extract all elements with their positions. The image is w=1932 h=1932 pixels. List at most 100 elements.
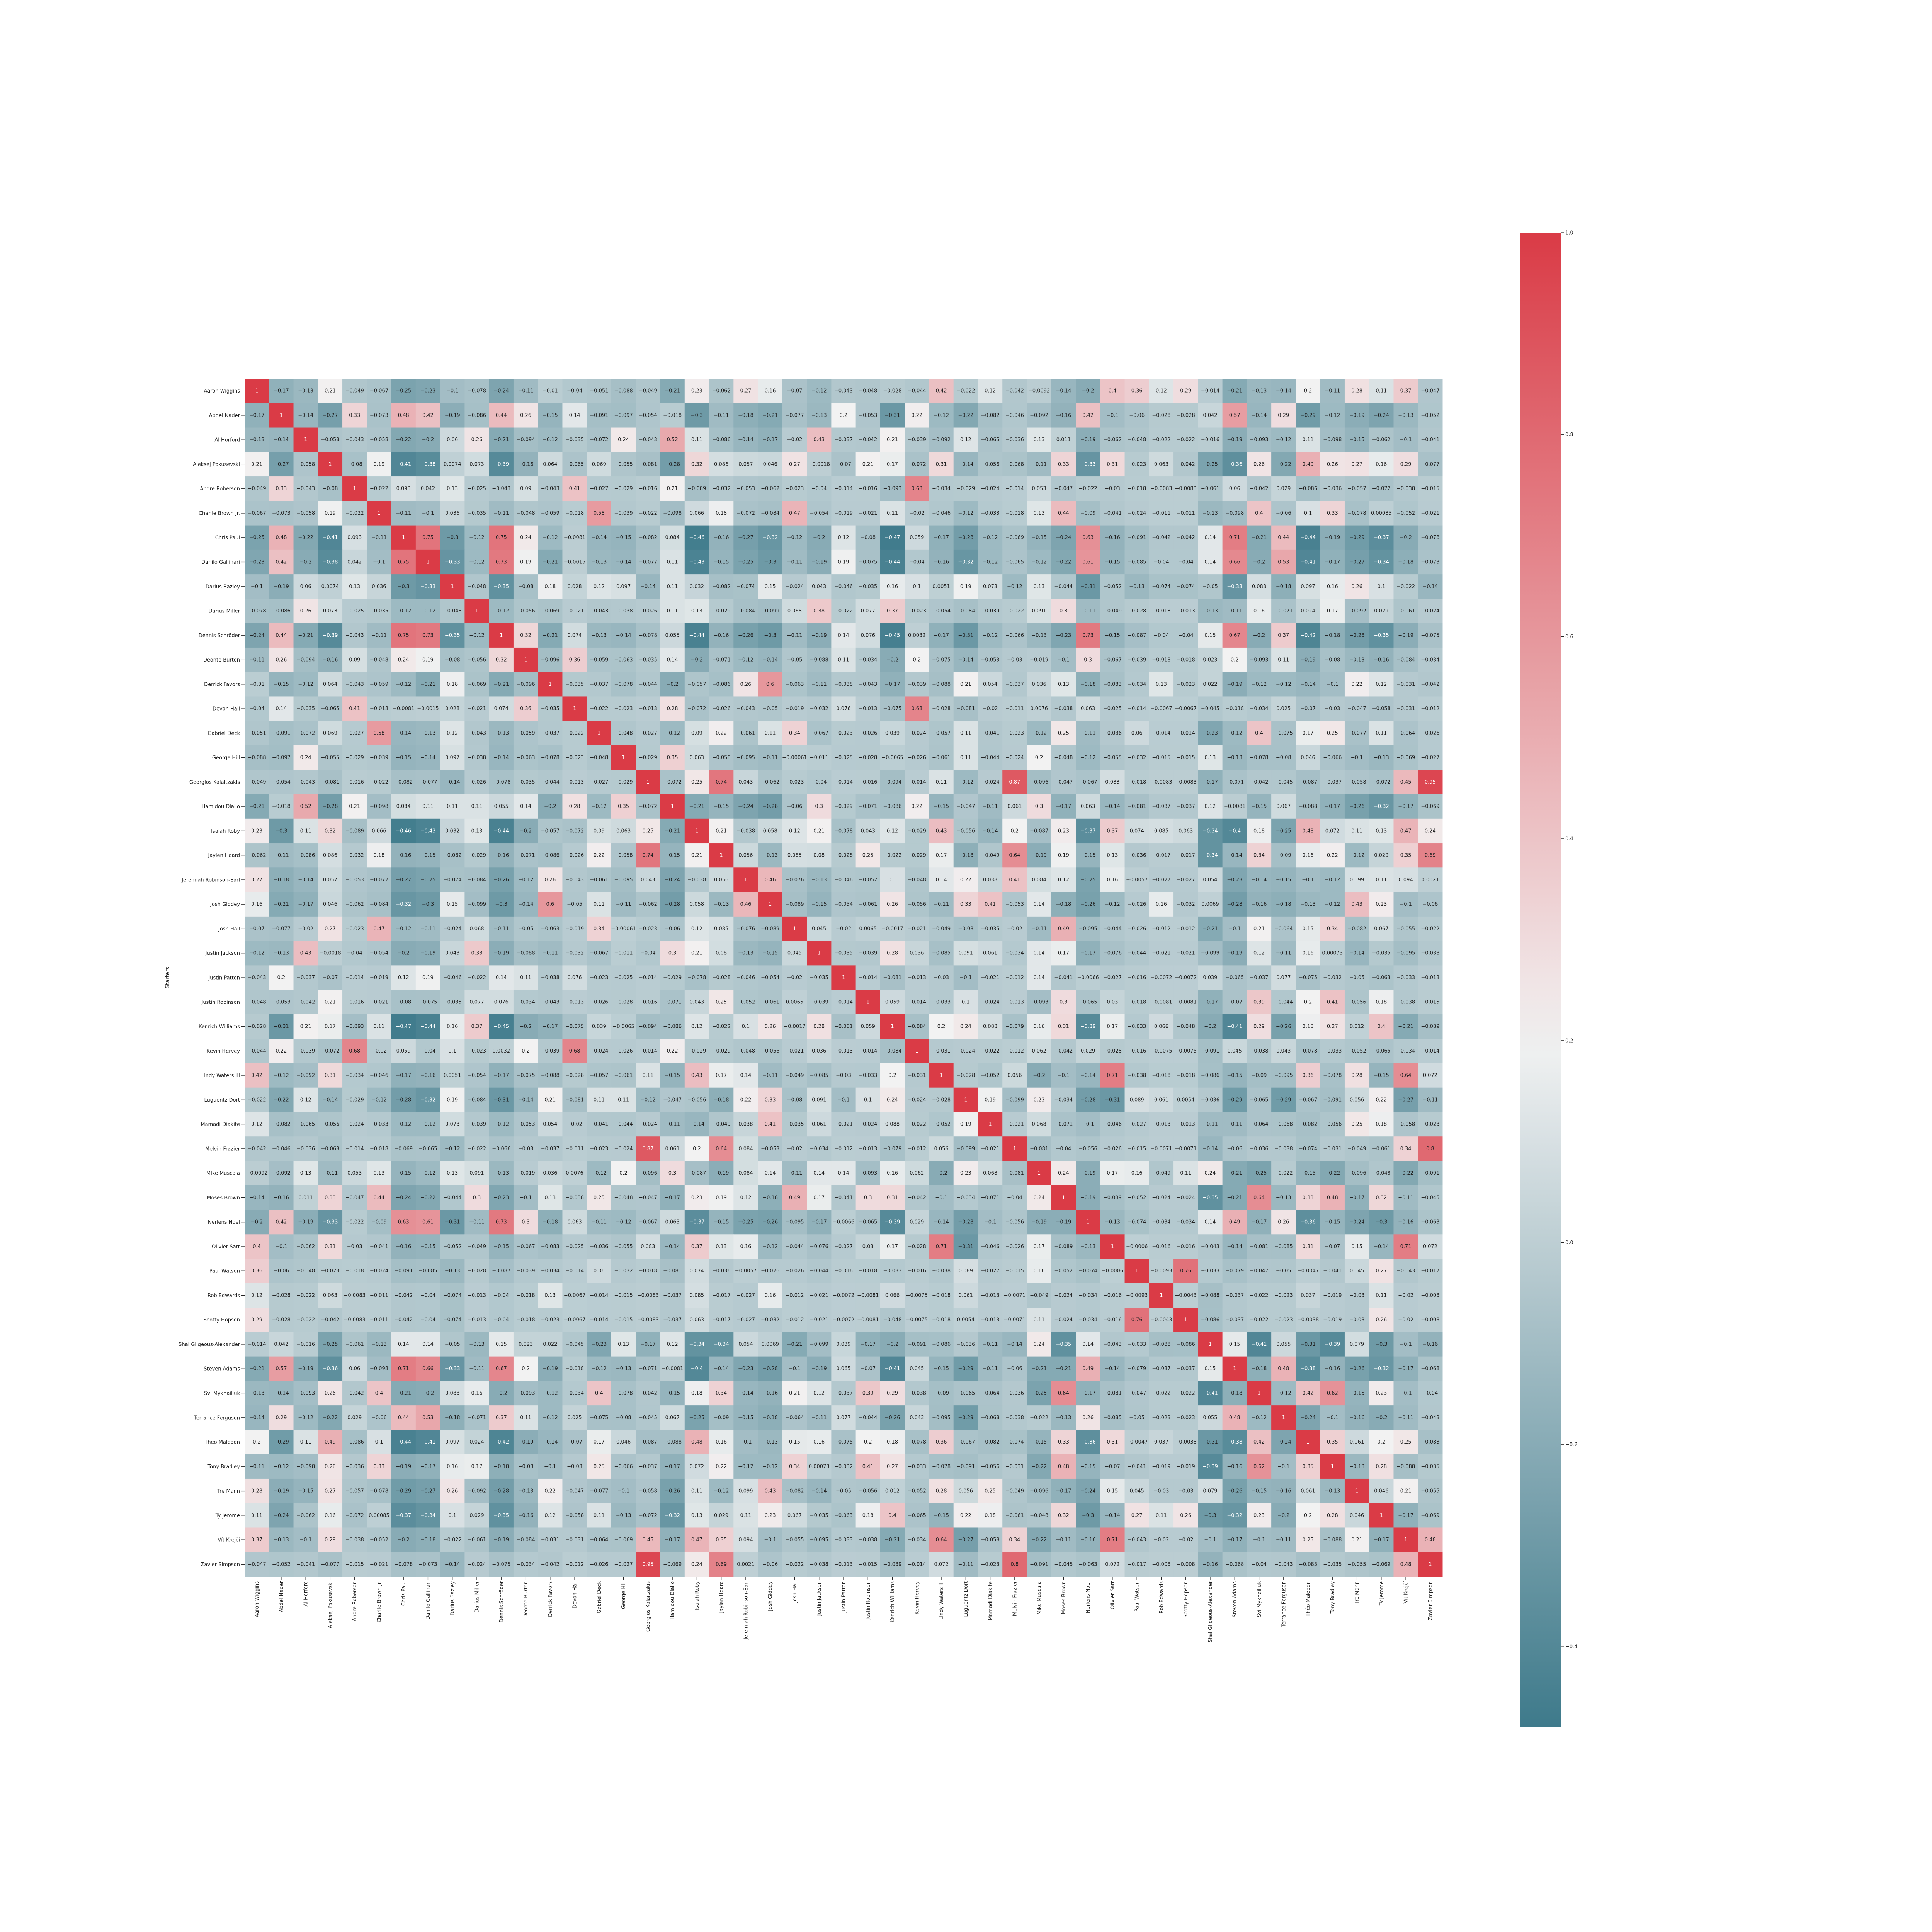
heatmap-cell-label: −0.047 <box>639 1195 657 1201</box>
heatmap-cell-label: −0.12 <box>493 1122 509 1128</box>
heatmap-cell <box>293 403 318 428</box>
heatmap-cell-label: −0.12 <box>591 1366 607 1372</box>
heatmap-cell-label: −0.038 <box>1005 1415 1024 1421</box>
heatmap-cell <box>684 403 709 428</box>
heatmap-cell-label: −0.085 <box>418 1268 437 1274</box>
heatmap-cell-label: 0.11 <box>594 901 605 907</box>
heatmap-cell-label: −0.16 <box>518 1513 534 1519</box>
heatmap-cell-label: −0.038 <box>565 1195 584 1201</box>
heatmap-cell-label: 0.043 <box>445 951 459 956</box>
heatmap-cell-label: −0.1 <box>789 1366 801 1372</box>
heatmap-cell-label: 0.24 <box>1425 828 1436 834</box>
heatmap-cell-label: −0.034 <box>1079 1293 1097 1298</box>
heatmap-cell-label: 0.072 <box>934 1561 948 1567</box>
x-tick-label: Danilo Gallinari <box>425 1581 431 1620</box>
heatmap-cell-label: 0.4 <box>595 1391 603 1396</box>
heatmap-cell-label: −0.041 <box>981 730 1000 736</box>
heatmap-cell-label: 1 <box>1013 1146 1016 1152</box>
heatmap-cell-label: −0.11 <box>665 1122 680 1128</box>
heatmap-cell-label: −0.05 <box>1202 584 1218 590</box>
heatmap-cell-label: −0.12 <box>543 437 558 443</box>
heatmap-cell-label: −0.038 <box>1274 1146 1293 1152</box>
heatmap-cell-label: 0.53 <box>1278 559 1289 565</box>
heatmap-cell <box>391 427 416 452</box>
heatmap-cell-label: −0.25 <box>738 559 753 565</box>
y-tick-label: Jeremiah Robinson-Earl <box>181 877 240 883</box>
heatmap-cell-label: −0.074 <box>443 1293 462 1298</box>
heatmap-cell-label: 0.0032 <box>493 1048 510 1054</box>
heatmap-cell-label: −0.028 <box>908 1244 926 1250</box>
heatmap-cell-label: −0.32 <box>396 901 411 907</box>
heatmap-cell <box>1271 427 1296 452</box>
heatmap-cell-label: −0.14 <box>518 901 534 907</box>
heatmap-cell-label: −0.061 <box>1005 1513 1024 1519</box>
heatmap-cell-label: −0.089 <box>785 901 804 907</box>
heatmap-cell-label: 0.06 <box>300 584 311 590</box>
heatmap-cell <box>831 403 856 428</box>
heatmap-cell <box>318 476 343 501</box>
heatmap-cell-label: 0.33 <box>325 1195 336 1201</box>
heatmap-cell-label: −0.0057 <box>735 1268 757 1274</box>
heatmap-cell-label: −0.13 <box>518 1488 534 1494</box>
heatmap-cell-label: 0.36 <box>251 1268 262 1274</box>
heatmap-cell <box>660 452 685 477</box>
heatmap-cell-label: −0.087 <box>1030 828 1048 834</box>
heatmap-cell-label: 0.17 <box>1107 1170 1118 1176</box>
heatmap-cell <box>807 452 832 477</box>
heatmap-cell-label: −0.042 <box>1250 779 1268 785</box>
heatmap-cell-label: −0.0083 <box>1175 486 1197 492</box>
heatmap-cell-label: −0.044 <box>614 1122 633 1128</box>
heatmap-cell-label: 0.37 <box>887 608 898 614</box>
heatmap-cell-label: −0.042 <box>908 1195 926 1201</box>
heatmap-cell <box>855 452 881 477</box>
heatmap-cell-label: −0.14 <box>445 1561 460 1567</box>
heatmap-cell-label: 0.3 <box>668 1170 677 1176</box>
heatmap-cell-label: −0.052 <box>1128 1195 1146 1201</box>
heatmap-cell-label: −0.41 <box>323 535 338 541</box>
heatmap-cell-label: −0.28 <box>762 1366 778 1372</box>
heatmap-cell-label: 0.083 <box>641 1244 655 1250</box>
heatmap-cell-label: 0.12 <box>887 828 898 834</box>
heatmap-cell-label: −0.093 <box>859 1170 877 1176</box>
heatmap-cell-label: 0.2 <box>1304 388 1312 394</box>
heatmap-cell-label: 0.11 <box>740 1513 751 1519</box>
heatmap-cell <box>538 379 563 403</box>
y-tick-label: Shai Gilgeous-Alexander <box>179 1342 240 1347</box>
heatmap-cell-label: −0.038 <box>810 1561 828 1567</box>
heatmap-cell-label: 0.22 <box>960 1513 971 1519</box>
heatmap-cell-label: 0.13 <box>471 828 483 834</box>
heatmap-cell <box>245 403 269 428</box>
heatmap-cell-label: −0.081 <box>883 975 901 981</box>
heatmap-cell <box>929 452 954 477</box>
heatmap-cell-label: −0.013 <box>1152 1122 1170 1128</box>
heatmap-cell-label: 0.06 <box>1229 486 1240 492</box>
heatmap-cell-label: 0.27 <box>325 1488 336 1494</box>
heatmap-cell <box>269 452 294 477</box>
heatmap-cell-label: −0.075 <box>418 999 437 1005</box>
heatmap-cell-label: 1 <box>255 388 258 394</box>
heatmap-cell-label: −0.13 <box>493 730 509 736</box>
heatmap-cell-label: −0.11 <box>934 901 949 907</box>
heatmap-cell-label: −0.038 <box>1054 706 1073 712</box>
heatmap-cell-label: −0.015 <box>1128 1146 1146 1152</box>
heatmap-cell-label: 1 <box>1184 1317 1187 1323</box>
heatmap-cell-label: −0.11 <box>787 633 803 638</box>
heatmap-cell-label: −0.035 <box>981 926 1000 932</box>
heatmap-cell-label: 0.039 <box>592 1024 606 1030</box>
heatmap-cell-label: −0.019 <box>565 926 584 932</box>
heatmap-cell-label: −0.036 <box>1103 730 1122 736</box>
heatmap-cell-label: −0.034 <box>1054 1097 1073 1103</box>
heatmap-cell-label: −0.041 <box>590 1122 608 1128</box>
heatmap-cell-label: −0.33 <box>323 1219 338 1225</box>
heatmap-cell-label: −0.24 <box>249 633 265 638</box>
heatmap-cell <box>1222 403 1247 428</box>
heatmap-cell <box>464 427 490 452</box>
heatmap-cell-label: 1 <box>378 510 381 516</box>
heatmap-cell-label: 0.042 <box>274 1342 288 1347</box>
heatmap-cell-label: −0.056 <box>687 1097 706 1103</box>
heatmap-cell-label: −0.0017 <box>784 1024 805 1030</box>
y-tick-label: Melvin Frazier <box>205 1146 240 1152</box>
heatmap-cell-label: −0.44 <box>1300 535 1316 541</box>
heatmap-cell-label: 0.12 <box>740 1195 751 1201</box>
heatmap-cell <box>953 379 978 403</box>
